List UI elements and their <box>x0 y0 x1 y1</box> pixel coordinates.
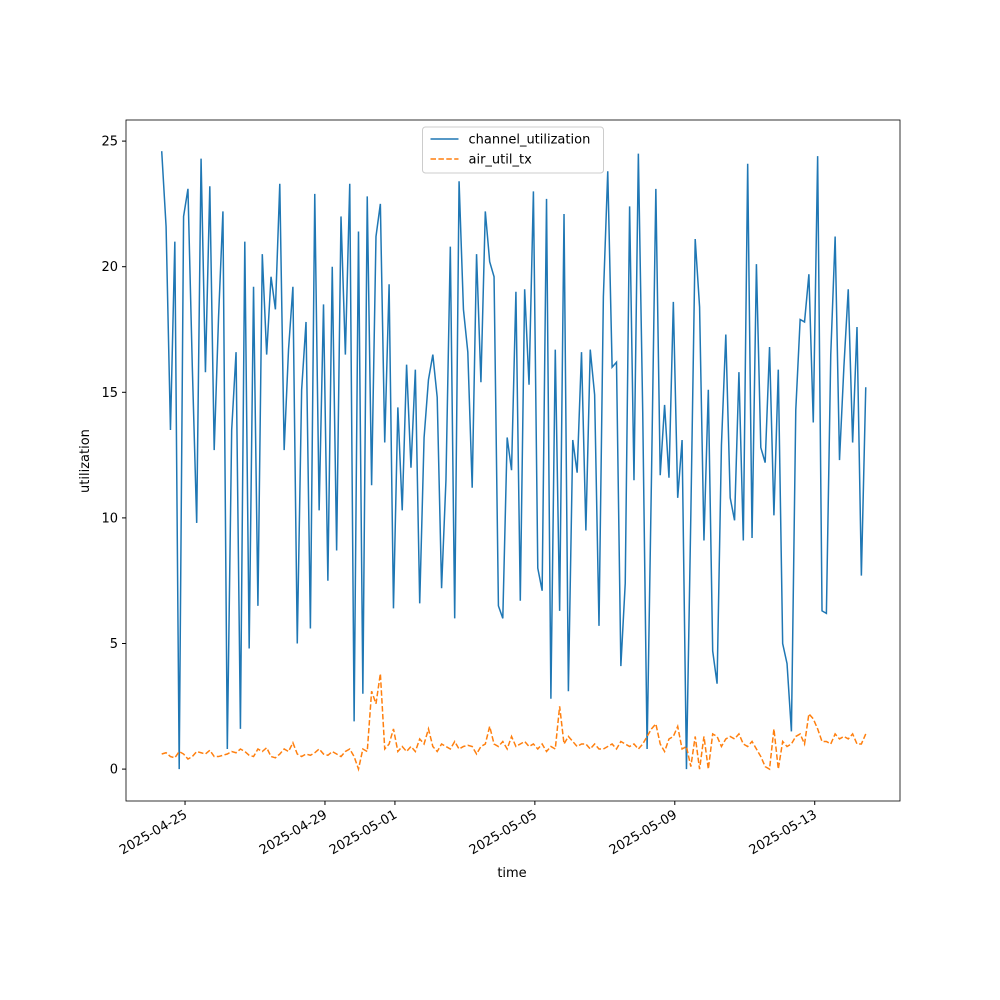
x-tick-label: 2025-05-01 <box>327 807 400 858</box>
x-axis-label: time <box>497 866 526 881</box>
plot-frame <box>125 119 901 802</box>
y-tick-label: 25 <box>101 135 118 150</box>
y-axis-label: utilization <box>78 429 93 493</box>
series-line <box>160 151 867 770</box>
legend-label: air_util_tx <box>469 153 533 168</box>
legend-label: channel_utilization <box>469 133 591 148</box>
x-tick-label: 2025-05-09 <box>607 807 680 858</box>
series-line <box>161 673 867 772</box>
y-tick-label: 5 <box>110 637 118 652</box>
legend-box <box>422 126 604 174</box>
x-tick-label: 2025-05-05 <box>467 807 540 858</box>
x-tick-label: 2025-05-13 <box>747 807 820 858</box>
x-tick-label: 2025-04-25 <box>117 807 190 858</box>
y-tick-label: 0 <box>110 763 118 778</box>
y-tick-label: 15 <box>101 386 118 401</box>
x-tick-label: 2025-04-29 <box>257 807 330 858</box>
y-tick-label: 10 <box>101 511 118 526</box>
y-tick-label: 20 <box>101 260 118 275</box>
